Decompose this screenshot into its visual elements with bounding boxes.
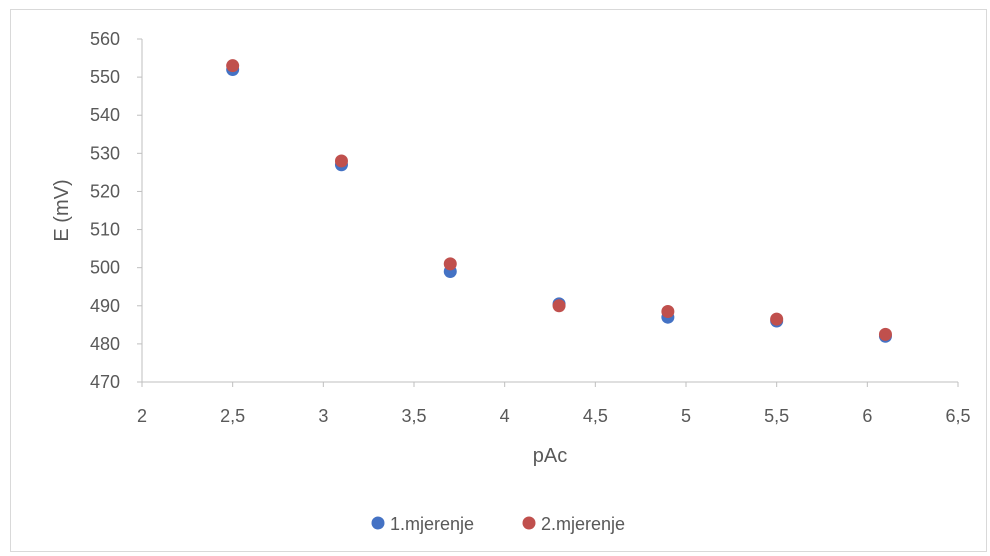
data-points — [226, 59, 892, 343]
series-2-point — [552, 299, 566, 313]
series-2-point — [878, 327, 892, 341]
y-tick-label: 500 — [90, 258, 120, 278]
y-tick-label: 520 — [90, 181, 120, 201]
x-tick-label: 4,5 — [583, 406, 608, 426]
y-tick-label: 490 — [90, 296, 120, 316]
axes — [141, 39, 958, 383]
legend-label-2: 2.mjerenje — [541, 514, 625, 534]
x-tick-label: 6,5 — [945, 406, 970, 426]
series-2-point — [226, 59, 240, 73]
legend-marker-2 — [522, 516, 536, 530]
x-tick-label: 5 — [681, 406, 691, 426]
y-tick-label: 550 — [90, 67, 120, 87]
chart-frame — [10, 9, 987, 552]
x-tick-label: 3 — [318, 406, 328, 426]
x-ticks: 2 2,5 3 3,5 4 4,5 5 5,5 6 6,5 — [137, 382, 971, 426]
y-tick-label: 540 — [90, 105, 120, 125]
series-2-point — [661, 304, 675, 318]
y-tick-label: 510 — [90, 220, 120, 240]
legend: 1.mjerenje 2.mjerenje — [371, 514, 625, 534]
x-tick-label: 4 — [500, 406, 510, 426]
series-2-point — [770, 312, 784, 326]
series-2-point — [334, 154, 348, 168]
legend-label-1: 1.mjerenje — [390, 514, 474, 534]
x-tick-label: 3,5 — [401, 406, 426, 426]
x-axis-title: pAc — [533, 445, 567, 467]
x-tick-label: 2,5 — [220, 406, 245, 426]
y-tick-label: 480 — [90, 334, 120, 354]
x-tick-label: 5,5 — [764, 406, 789, 426]
x-tick-label: 2 — [137, 406, 147, 426]
y-tick-label: 560 — [90, 29, 120, 49]
series-2-point — [443, 257, 457, 271]
y-axis-title: E (mV) — [51, 179, 73, 241]
y-ticks: 470 480 490 500 510 520 530 540 550 560 — [90, 29, 142, 392]
legend-marker-1 — [371, 516, 385, 530]
x-tick-label: 6 — [862, 406, 872, 426]
y-tick-label: 470 — [90, 372, 120, 392]
y-tick-label: 530 — [90, 143, 120, 163]
